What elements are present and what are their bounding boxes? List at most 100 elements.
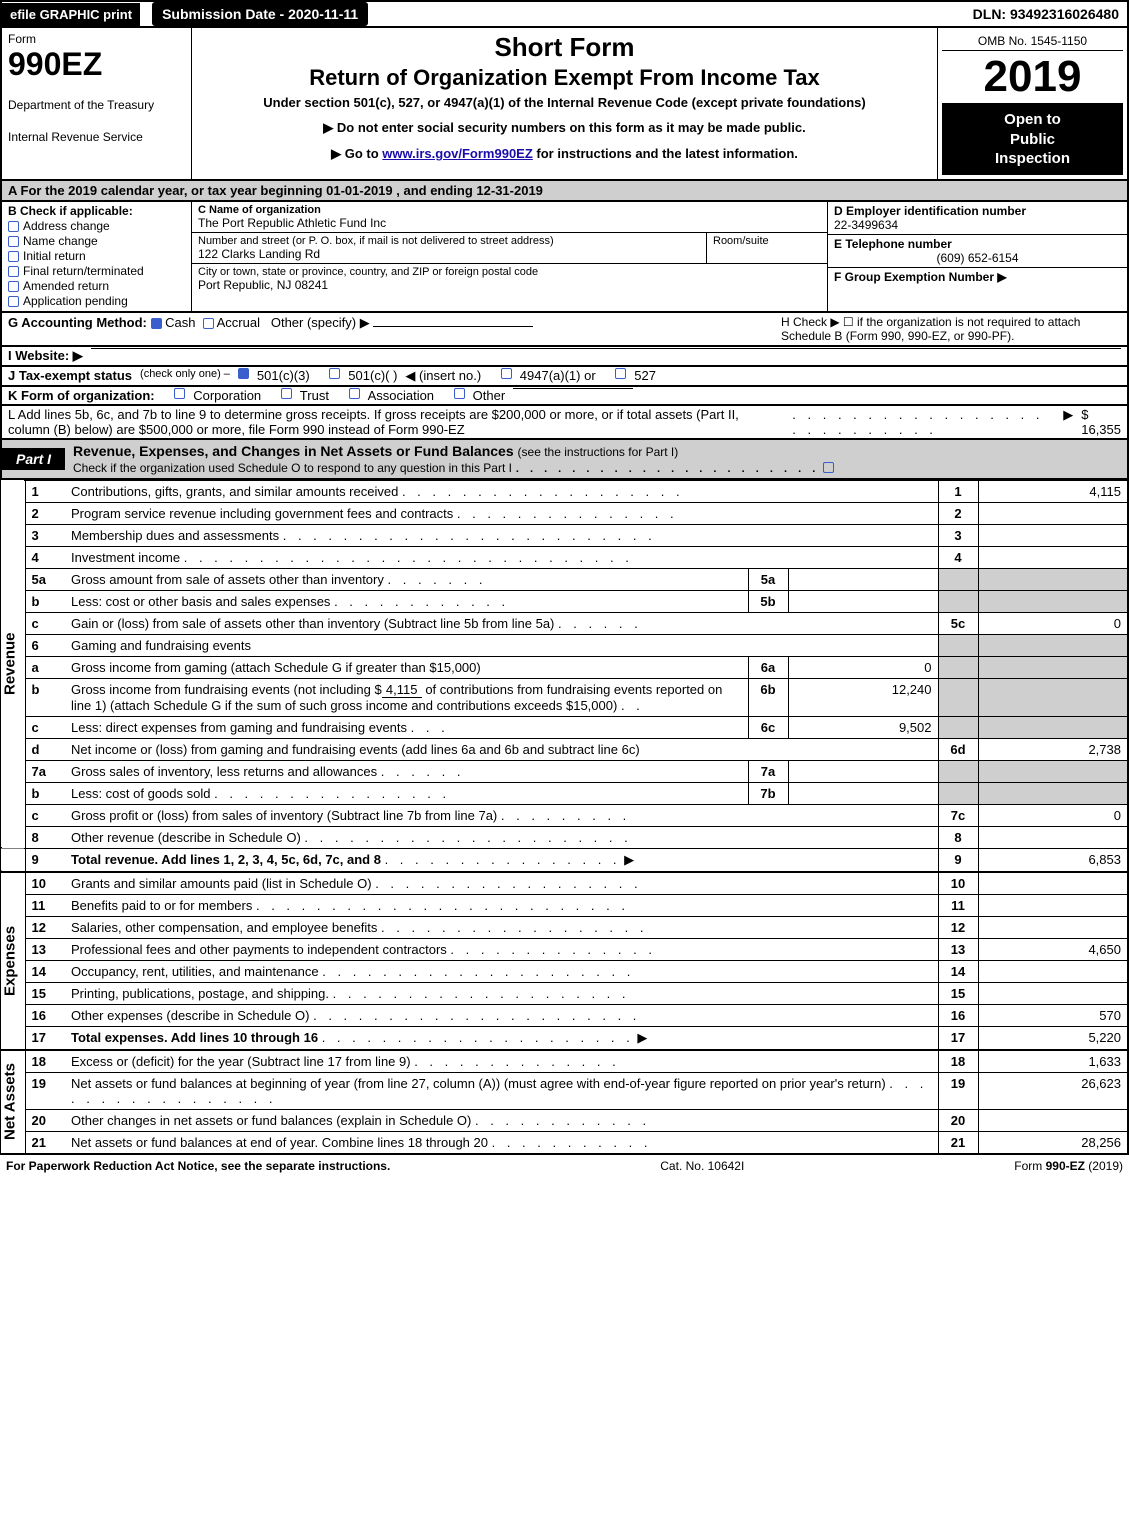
- table-row: b Gross income from fundraising events (…: [1, 678, 1128, 716]
- chk-association[interactable]: [349, 388, 360, 399]
- shaded-cell: [978, 634, 1128, 656]
- j-insert: ◀ (insert no.): [405, 368, 481, 384]
- lineno: 8: [25, 826, 65, 848]
- k-other-input[interactable]: [513, 388, 633, 389]
- line-desc: Salaries, other compensation, and employ…: [65, 916, 938, 938]
- result-lineno: 8: [938, 826, 978, 848]
- f-label: F Group Exemption Number ▶: [834, 270, 1007, 284]
- line-desc: Program service revenue including govern…: [65, 502, 938, 524]
- room-cell: Room/suite: [707, 233, 827, 263]
- website-input[interactable]: [91, 348, 1121, 349]
- chk-final-return[interactable]: Final return/terminated: [8, 264, 185, 278]
- inspection-l1: Open to: [1004, 111, 1061, 128]
- part-1-tag: Part I: [2, 448, 65, 470]
- irs-link[interactable]: www.irs.gov/Form990EZ: [382, 146, 533, 161]
- chk-4947[interactable]: [501, 368, 512, 379]
- section-d-ein: D Employer identification number 22-3499…: [828, 202, 1127, 235]
- catalog-number: Cat. No. 10642I: [660, 1159, 744, 1173]
- table-row: 17 Total expenses. Add lines 10 through …: [1, 1026, 1128, 1050]
- result-val: 570: [978, 1004, 1128, 1026]
- line-desc: Less: cost or other basis and sales expe…: [65, 590, 748, 612]
- lineno: 10: [25, 872, 65, 895]
- table-row: 7a Gross sales of inventory, less return…: [1, 760, 1128, 782]
- table-row: c Gross profit or (loss) from sales of i…: [1, 804, 1128, 826]
- inner-val: [788, 782, 938, 804]
- section-g: G Accounting Method: Cash Accrual Other …: [8, 315, 773, 331]
- omb-number: OMB No. 1545-1150: [942, 32, 1123, 51]
- chk-corporation[interactable]: [174, 388, 185, 399]
- line-desc: Gross sales of inventory, less returns a…: [65, 760, 748, 782]
- g-accrual-label: Accrual: [217, 315, 260, 330]
- l-text: L Add lines 5b, 6c, and 7b to line 9 to …: [8, 407, 784, 437]
- line-desc: Membership dues and assessments . . . . …: [65, 524, 938, 546]
- j-opt1: 501(c)(3): [257, 368, 310, 383]
- lineno: 7a: [25, 760, 65, 782]
- chk-trust[interactable]: [281, 388, 292, 399]
- result-val: 26,623: [978, 1072, 1128, 1109]
- chk-accrual[interactable]: [203, 318, 214, 329]
- goto-suffix: for instructions and the latest informat…: [533, 146, 798, 161]
- lineno: 13: [25, 938, 65, 960]
- table-row: b Less: cost of goods sold . . . . . . .…: [1, 782, 1128, 804]
- side-revenue: Revenue: [1, 480, 25, 848]
- ein-value: 22-3499634: [834, 218, 1121, 232]
- table-row: c Gain or (loss) from sale of assets oth…: [1, 612, 1128, 634]
- line-desc: Net income or (loss) from gaming and fun…: [65, 738, 938, 760]
- table-row: 6 Gaming and fundraising events: [1, 634, 1128, 656]
- org-name-cell: C Name of organization The Port Republic…: [192, 202, 827, 233]
- result-lineno: 16: [938, 1004, 978, 1026]
- line-desc: Less: cost of goods sold . . . . . . . .…: [65, 782, 748, 804]
- chk-cash[interactable]: [151, 318, 162, 329]
- lineno: b: [25, 678, 65, 716]
- k-assoc: Association: [368, 388, 434, 403]
- result-lineno: 21: [938, 1131, 978, 1154]
- g-label: G Accounting Method:: [8, 315, 147, 330]
- side-spacer: [1, 848, 25, 872]
- submission-date-pill: Submission Date - 2020-11-11: [152, 2, 368, 26]
- chk-501c[interactable]: [329, 368, 340, 379]
- table-row: 13 Professional fees and other payments …: [1, 938, 1128, 960]
- shaded-cell: [938, 678, 978, 716]
- efile-print-button[interactable]: efile GRAPHIC print: [2, 3, 140, 26]
- section-h: H Check ▶ ☐ if the organization is not r…: [781, 315, 1121, 343]
- chk-initial-return[interactable]: Initial return: [8, 249, 185, 263]
- street-label: Number and street (or P. O. box, if mail…: [198, 235, 700, 247]
- part-1-title-text: Revenue, Expenses, and Changes in Net As…: [73, 443, 514, 459]
- chk-amended-return[interactable]: Amended return: [8, 279, 185, 293]
- j-opt4: 527: [634, 368, 656, 383]
- section-i-website: I Website: ▶: [0, 347, 1129, 367]
- chk-501c3[interactable]: [238, 368, 249, 379]
- lineno: 20: [25, 1109, 65, 1131]
- chk-527[interactable]: [615, 368, 626, 379]
- lineno: 2: [25, 502, 65, 524]
- i-label: I Website: ▶: [8, 348, 83, 364]
- chk-label: Address change: [23, 219, 110, 233]
- inner-lineno: 6a: [748, 656, 788, 678]
- line-desc: Excess or (deficit) for the year (Subtra…: [65, 1050, 938, 1073]
- g-cash-label: Cash: [165, 315, 195, 330]
- lineno: 3: [25, 524, 65, 546]
- section-j: J Tax-exempt status (check only one) – 5…: [0, 367, 1129, 387]
- lineno: b: [25, 782, 65, 804]
- chk-application-pending[interactable]: Application pending: [8, 294, 185, 308]
- lineno: 21: [25, 1131, 65, 1154]
- form-header: Form 990EZ Department of the Treasury In…: [0, 26, 1129, 181]
- chk-schedule-o[interactable]: [823, 462, 834, 473]
- result-val: [978, 524, 1128, 546]
- inner-lineno: 6c: [748, 716, 788, 738]
- lineno: 4: [25, 546, 65, 568]
- g-other-input[interactable]: [373, 326, 533, 327]
- chk-name-change[interactable]: Name change: [8, 234, 185, 248]
- k-corp: Corporation: [193, 388, 261, 403]
- line-desc: Gaming and fundraising events: [65, 634, 938, 656]
- result-val: [978, 872, 1128, 895]
- part-1-check-line: Check if the organization used Schedule …: [73, 461, 512, 475]
- result-lineno: 19: [938, 1072, 978, 1109]
- lineno: a: [25, 656, 65, 678]
- checkbox-icon: [8, 221, 19, 232]
- result-lineno: 12: [938, 916, 978, 938]
- goto-prefix: ▶ Go to: [331, 146, 382, 161]
- chk-other[interactable]: [454, 388, 465, 399]
- table-row: 3 Membership dues and assessments . . . …: [1, 524, 1128, 546]
- chk-address-change[interactable]: Address change: [8, 219, 185, 233]
